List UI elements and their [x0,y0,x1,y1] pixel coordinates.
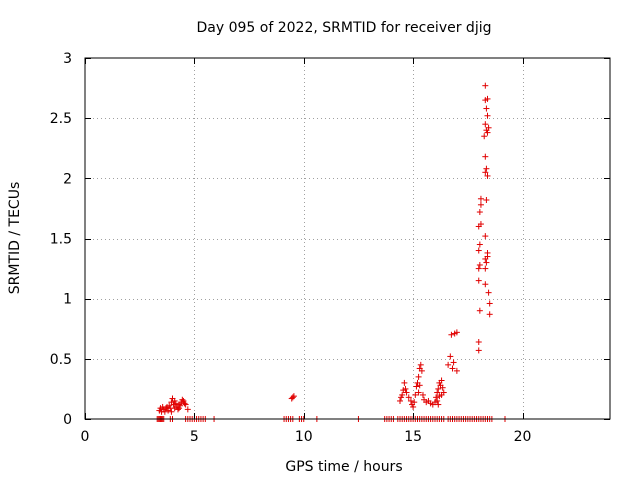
data-point [476,261,483,268]
data-point [475,277,482,284]
data-point [399,391,406,398]
data-point [450,359,457,366]
data-point [438,391,445,398]
data-point [415,373,422,380]
data-point [476,241,483,248]
data-point [174,406,181,413]
data-point [445,361,452,368]
data-point [407,397,414,404]
data-point [405,394,412,401]
data-point [416,382,423,389]
data-point [482,153,489,160]
chart-title: Day 095 of 2022, SRMTID for receiver dji… [197,20,492,36]
y-tick-label: 2.5 [50,111,72,127]
data-point [449,365,456,372]
data-point [439,384,446,391]
data-point [403,389,410,396]
data-point [412,391,419,398]
y-tick-label: 3 [63,51,72,67]
data-point [418,367,425,374]
plot-frame [84,57,611,420]
data-point [475,338,482,345]
data-point [161,408,168,415]
data-point [433,394,440,401]
data-point [483,259,490,266]
data-point [482,121,489,128]
data-point [485,289,492,296]
data-point [410,403,417,410]
data-point [484,249,491,256]
grid-layer [85,58,610,419]
y-tick-label: 1.5 [50,232,72,248]
data-point [435,385,442,392]
data-point [453,329,460,336]
data-point [483,165,490,172]
data-point [486,311,493,318]
data-point [484,95,491,102]
data-point [401,379,408,386]
y-tick-label: 1 [63,292,72,308]
data-point [181,400,188,407]
data-point [482,281,489,288]
data-point [484,129,491,136]
data-point [481,133,488,140]
data-point [486,300,493,307]
data-point [415,389,422,396]
data-point [171,397,178,404]
data-point [484,112,491,119]
x-tick-label: 10 [295,429,313,445]
data-point [288,395,295,402]
ticks-layer: 0 5 10 15 20 0 0.5 1 1.5 2 2.5 3 [50,51,610,445]
data-point [482,82,489,89]
y-axis-label: SRMTID / TECUs [7,182,23,295]
data-point [476,307,483,314]
y-tick-label: 0 [63,412,72,428]
data-point [448,331,455,338]
data-point [434,389,441,396]
y-tick-label: 2 [63,171,72,187]
x-tick-label: 15 [404,429,422,445]
data-point [182,401,189,408]
data-point [168,408,175,415]
data-point [184,406,191,413]
data-point [484,172,491,179]
data-point [176,405,183,412]
data-point [483,105,490,112]
x-axis-label: GPS time / hours [285,459,402,475]
data-point [402,385,409,392]
data-point [476,209,483,216]
data-point [477,195,484,202]
data-point [289,394,296,401]
data-point [434,397,441,404]
x-tick-label: 20 [514,429,532,445]
data-point [475,247,482,254]
y-tick-label: 0.5 [50,352,72,368]
data-point [477,201,484,208]
data-point [483,196,490,203]
data-point [397,397,403,404]
data-point [475,265,482,272]
data-point [475,347,482,354]
data-point [482,169,489,176]
data-point [411,399,418,406]
data-point [419,391,426,398]
x-tick-label: 5 [190,429,199,445]
data-point [179,396,186,403]
data-point [482,265,489,272]
data-point [413,383,420,390]
data-point [477,221,484,228]
data-point [438,377,445,384]
data-point [485,124,492,131]
data-point [453,367,460,374]
data-point [482,233,489,240]
data-point [417,361,424,368]
data-point [447,353,454,360]
data-point [435,401,442,408]
x-tick-label: 0 [81,429,90,445]
